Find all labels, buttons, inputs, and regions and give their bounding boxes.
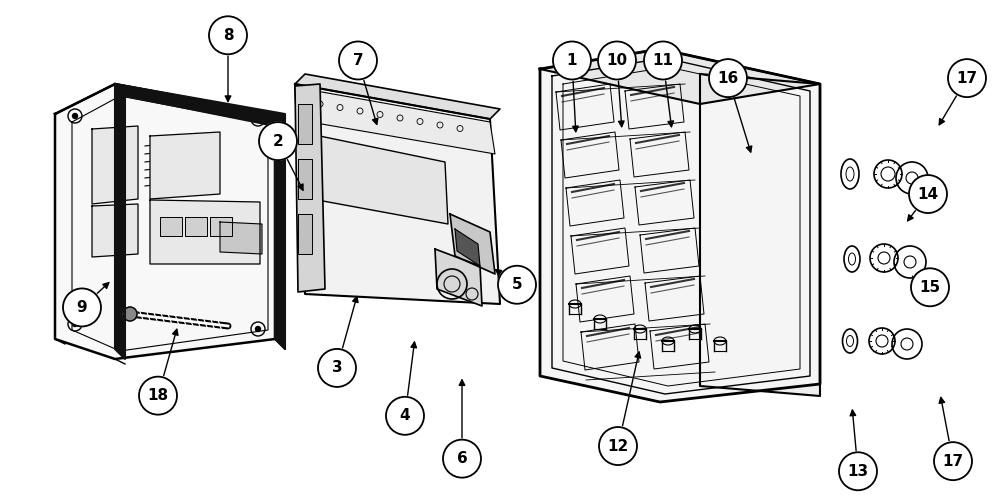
Text: 2: 2 bbox=[273, 134, 283, 149]
Circle shape bbox=[72, 113, 78, 118]
Circle shape bbox=[598, 41, 636, 80]
Polygon shape bbox=[295, 74, 500, 119]
Circle shape bbox=[599, 427, 637, 465]
Text: 10: 10 bbox=[606, 53, 628, 68]
Circle shape bbox=[339, 41, 377, 80]
Circle shape bbox=[553, 41, 591, 80]
Circle shape bbox=[72, 322, 78, 327]
Polygon shape bbox=[298, 159, 312, 199]
Circle shape bbox=[911, 268, 949, 306]
Text: 6: 6 bbox=[457, 451, 467, 466]
Polygon shape bbox=[210, 217, 232, 236]
Polygon shape bbox=[160, 217, 182, 236]
Polygon shape bbox=[540, 49, 820, 104]
Polygon shape bbox=[435, 249, 482, 306]
Polygon shape bbox=[185, 217, 207, 236]
Circle shape bbox=[909, 175, 947, 213]
Polygon shape bbox=[295, 84, 500, 304]
Circle shape bbox=[443, 439, 481, 478]
Text: 3: 3 bbox=[332, 360, 342, 375]
Circle shape bbox=[209, 16, 247, 54]
Polygon shape bbox=[92, 204, 138, 257]
Polygon shape bbox=[150, 132, 220, 199]
Text: 4: 4 bbox=[400, 408, 410, 423]
Circle shape bbox=[139, 376, 177, 415]
Polygon shape bbox=[310, 134, 448, 224]
Text: 5: 5 bbox=[512, 277, 522, 292]
Polygon shape bbox=[455, 229, 480, 266]
Circle shape bbox=[386, 397, 424, 435]
Polygon shape bbox=[540, 49, 820, 402]
Circle shape bbox=[256, 327, 260, 332]
Polygon shape bbox=[700, 74, 820, 396]
Circle shape bbox=[498, 266, 536, 304]
Circle shape bbox=[63, 288, 101, 327]
Polygon shape bbox=[220, 222, 262, 254]
Circle shape bbox=[948, 59, 986, 97]
Polygon shape bbox=[298, 104, 312, 144]
Text: 7: 7 bbox=[353, 53, 363, 68]
Polygon shape bbox=[295, 84, 325, 292]
Polygon shape bbox=[305, 89, 495, 154]
Circle shape bbox=[709, 59, 747, 97]
Polygon shape bbox=[298, 214, 312, 254]
Polygon shape bbox=[92, 126, 138, 204]
Text: 11: 11 bbox=[652, 53, 674, 68]
Polygon shape bbox=[115, 84, 285, 359]
Circle shape bbox=[934, 442, 972, 480]
Circle shape bbox=[644, 41, 682, 80]
Polygon shape bbox=[150, 200, 260, 264]
Text: 15: 15 bbox=[919, 280, 941, 295]
Text: 16: 16 bbox=[717, 71, 739, 86]
Text: 18: 18 bbox=[147, 388, 169, 403]
Text: 17: 17 bbox=[942, 454, 964, 469]
Text: 17: 17 bbox=[956, 71, 978, 86]
Polygon shape bbox=[450, 214, 495, 274]
Polygon shape bbox=[55, 84, 275, 359]
Text: 9: 9 bbox=[77, 300, 87, 315]
Text: 8: 8 bbox=[223, 28, 233, 43]
Text: 13: 13 bbox=[847, 464, 869, 479]
Text: 12: 12 bbox=[607, 438, 629, 454]
Circle shape bbox=[839, 452, 877, 490]
Circle shape bbox=[256, 116, 260, 121]
Circle shape bbox=[123, 307, 137, 321]
Text: 1: 1 bbox=[567, 53, 577, 68]
Text: 14: 14 bbox=[917, 186, 939, 202]
Circle shape bbox=[259, 122, 297, 160]
Circle shape bbox=[318, 349, 356, 387]
